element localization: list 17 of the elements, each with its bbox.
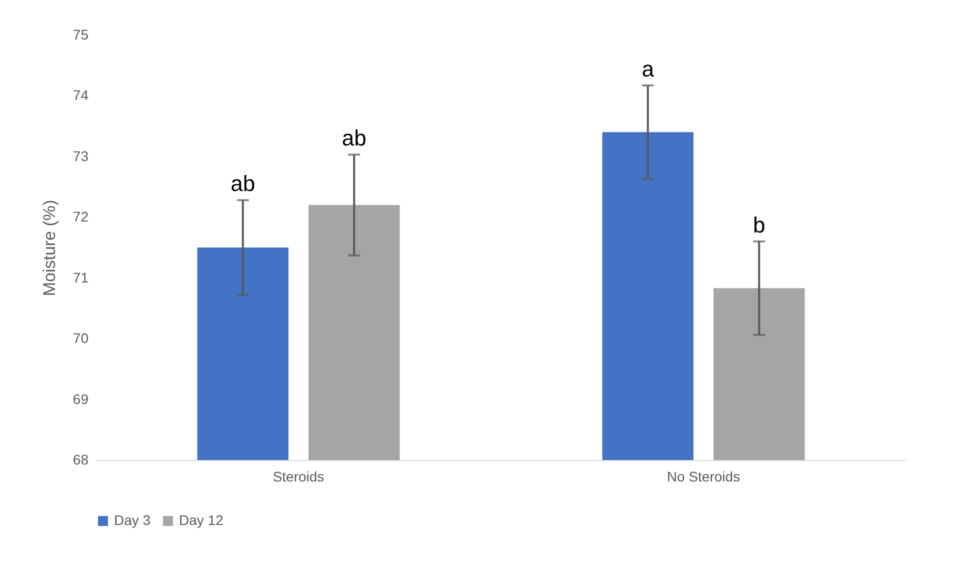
y-axis-title: Moisture (%) bbox=[40, 200, 59, 296]
data-label: b bbox=[753, 212, 766, 238]
y-tick-label: 71 bbox=[72, 269, 89, 286]
y-tick-label: 75 bbox=[72, 26, 89, 42]
y-tick-label: 69 bbox=[72, 390, 89, 407]
data-label: ab bbox=[342, 126, 366, 151]
x-tick-label: Steroids bbox=[272, 468, 324, 484]
x-tick-label: No Steroids bbox=[666, 468, 740, 484]
data-label: ab bbox=[230, 171, 256, 196]
data-label: a bbox=[642, 56, 655, 82]
y-tick-label: 70 bbox=[72, 330, 89, 346]
legend-label: Day 12 bbox=[179, 512, 224, 528]
y-tick-label: 72 bbox=[72, 208, 89, 225]
y-tick-label: 68 bbox=[72, 452, 89, 468]
y-tick-label: 74 bbox=[72, 87, 89, 104]
legend-label: Day 3 bbox=[114, 512, 151, 528]
y-tick-label: 73 bbox=[72, 148, 89, 164]
